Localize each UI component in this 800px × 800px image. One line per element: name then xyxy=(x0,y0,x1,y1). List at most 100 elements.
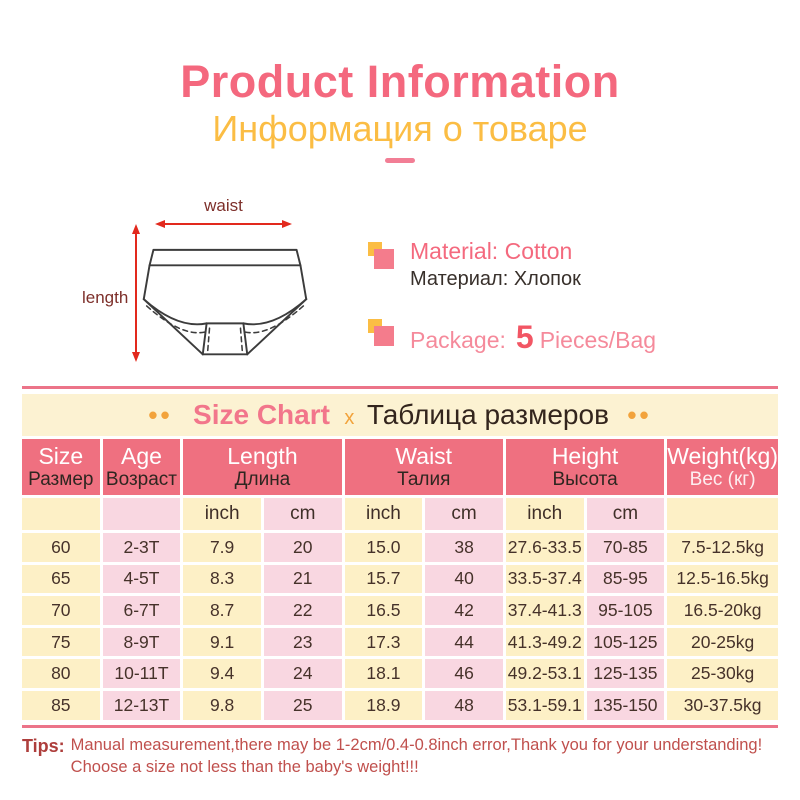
measurement-diagram: waist length xyxy=(80,196,330,371)
unit-cell: inch xyxy=(183,498,261,530)
table-cell: 9.1 xyxy=(183,627,261,657)
title-underline xyxy=(385,158,415,163)
table-cell: 135-150 xyxy=(586,690,665,720)
table-cell: 38 xyxy=(425,533,503,562)
square-bullet-icon xyxy=(368,319,398,349)
column-header: Size Размер xyxy=(22,439,100,495)
table-cell: 8.3 xyxy=(183,564,261,594)
table-cell: 25-30kg xyxy=(667,659,778,688)
table-cell: 8-9T xyxy=(102,627,181,657)
size-chart-title-ru: Таблица размеров xyxy=(366,399,609,430)
table-cell: 40 xyxy=(425,564,503,594)
tips-section: Tips: Manual measurement,there may be 1-… xyxy=(22,734,784,779)
table-cell: 15.7 xyxy=(344,564,423,594)
table-cell: 6-7T xyxy=(102,596,181,625)
waist-arrow-icon xyxy=(155,220,292,228)
table-cell: 80 xyxy=(22,659,100,688)
tips-line-2: Choose a size not less than the baby's w… xyxy=(70,758,419,777)
table-cell: 30-37.5kg xyxy=(667,690,778,720)
table-cell: 44 xyxy=(425,627,503,657)
tips-label: Tips: xyxy=(22,736,65,756)
table-cell: 42 xyxy=(425,596,503,625)
unit-cell: inch xyxy=(344,498,423,530)
table-cell: 27.6-33.5 xyxy=(505,533,584,562)
table-cell: 60 xyxy=(22,533,100,562)
table-cell: 37.4-41.3 xyxy=(505,596,584,625)
page-subtitle: Информация о товаре xyxy=(212,108,588,149)
unit-cell: cm xyxy=(586,498,665,530)
table-cell: 85 xyxy=(22,690,100,720)
unit-cell: inch xyxy=(505,498,584,530)
package-unit: Pieces/Bag xyxy=(539,327,657,353)
table-cell: 20 xyxy=(263,533,342,562)
table-cell: 49.2-53.1 xyxy=(505,659,584,688)
material-row: Material: Cotton Материал: Хлопок xyxy=(368,238,688,291)
table-cell: 12-13T xyxy=(102,690,181,720)
table-cell: 9.4 xyxy=(183,659,261,688)
table-cell: 22 xyxy=(263,596,342,625)
table-cell: 70 xyxy=(22,596,100,625)
table-cell: 4-5T xyxy=(102,564,181,594)
underwear-drawing xyxy=(142,248,308,356)
length-arrow-icon xyxy=(132,224,140,362)
table-cell: 15.0 xyxy=(344,533,423,562)
package-label: Package: xyxy=(410,327,506,353)
package-row: Package: 5 Pieces/Bag xyxy=(368,315,688,356)
unit-cell xyxy=(102,498,181,530)
separator-x: x xyxy=(344,407,355,429)
table-cell: 16.5 xyxy=(344,596,423,625)
dots-icon: •• xyxy=(627,400,652,430)
material-en: Material: Cotton xyxy=(410,238,573,264)
table-cell: 24 xyxy=(263,659,342,688)
table-cell: 70-85 xyxy=(586,533,665,562)
page-title: Product Information xyxy=(180,56,620,107)
column-header: Age Возраст xyxy=(102,439,181,495)
dots-icon: •• xyxy=(148,400,173,430)
table-cell: 7.9 xyxy=(183,533,261,562)
table-cell: 7.5-12.5kg xyxy=(667,533,778,562)
divider-top xyxy=(22,386,778,389)
table-cell: 20-25kg xyxy=(667,627,778,657)
material-ru: Материал: Хлопок xyxy=(410,268,581,290)
table-cell: 65 xyxy=(22,564,100,594)
table-cell: 10-11T xyxy=(102,659,181,688)
column-header: Length Длина xyxy=(183,439,342,495)
size-chart-title-en: Size Chart xyxy=(193,399,330,430)
table-cell: 48 xyxy=(425,690,503,720)
package-quantity: 5 xyxy=(515,319,534,355)
table-cell: 95-105 xyxy=(586,596,665,625)
length-label: length xyxy=(82,288,129,307)
table-cell: 105-125 xyxy=(586,627,665,657)
column-header: Waist Талия xyxy=(344,439,503,495)
unit-cell: cm xyxy=(425,498,503,530)
table-cell: 12.5-16.5kg xyxy=(667,564,778,594)
square-bullet-icon xyxy=(368,242,398,272)
table-cell: 41.3-49.2 xyxy=(505,627,584,657)
table-cell: 2-3T xyxy=(102,533,181,562)
tips-line-1: Manual measurement,there may be 1-2cm/0.… xyxy=(70,736,763,754)
table-cell: 33.5-37.4 xyxy=(505,564,584,594)
column-header: Height Высота xyxy=(505,439,665,495)
table-cell: 16.5-20kg xyxy=(667,596,778,625)
table-cell: 25 xyxy=(263,690,342,720)
table-cell: 53.1-59.1 xyxy=(505,690,584,720)
unit-cell xyxy=(22,498,100,530)
unit-cell xyxy=(667,498,778,530)
size-chart: •• Size Chart x Таблица размеров •• Size… xyxy=(22,394,778,720)
table-cell: 23 xyxy=(263,627,342,657)
size-chart-table: Size Размер Age Возраст Length Длина Waist Тали… xyxy=(22,439,778,720)
column-header: Weight(kg) Вес (кг) xyxy=(667,439,778,495)
table-cell: 21 xyxy=(263,564,342,594)
table-cell: 75 xyxy=(22,627,100,657)
waist-label: waist xyxy=(204,196,243,215)
table-cell: 18.9 xyxy=(344,690,423,720)
table-cell: 17.3 xyxy=(344,627,423,657)
divider-bottom xyxy=(22,725,778,728)
product-details: Material: Cotton Материал: Хлопок Packag… xyxy=(368,238,688,380)
table-cell: 18.1 xyxy=(344,659,423,688)
table-cell: 9.8 xyxy=(183,690,261,720)
table-cell: 8.7 xyxy=(183,596,261,625)
size-chart-banner: •• Size Chart x Таблица размеров •• xyxy=(22,394,778,436)
table-cell: 85-95 xyxy=(586,564,665,594)
